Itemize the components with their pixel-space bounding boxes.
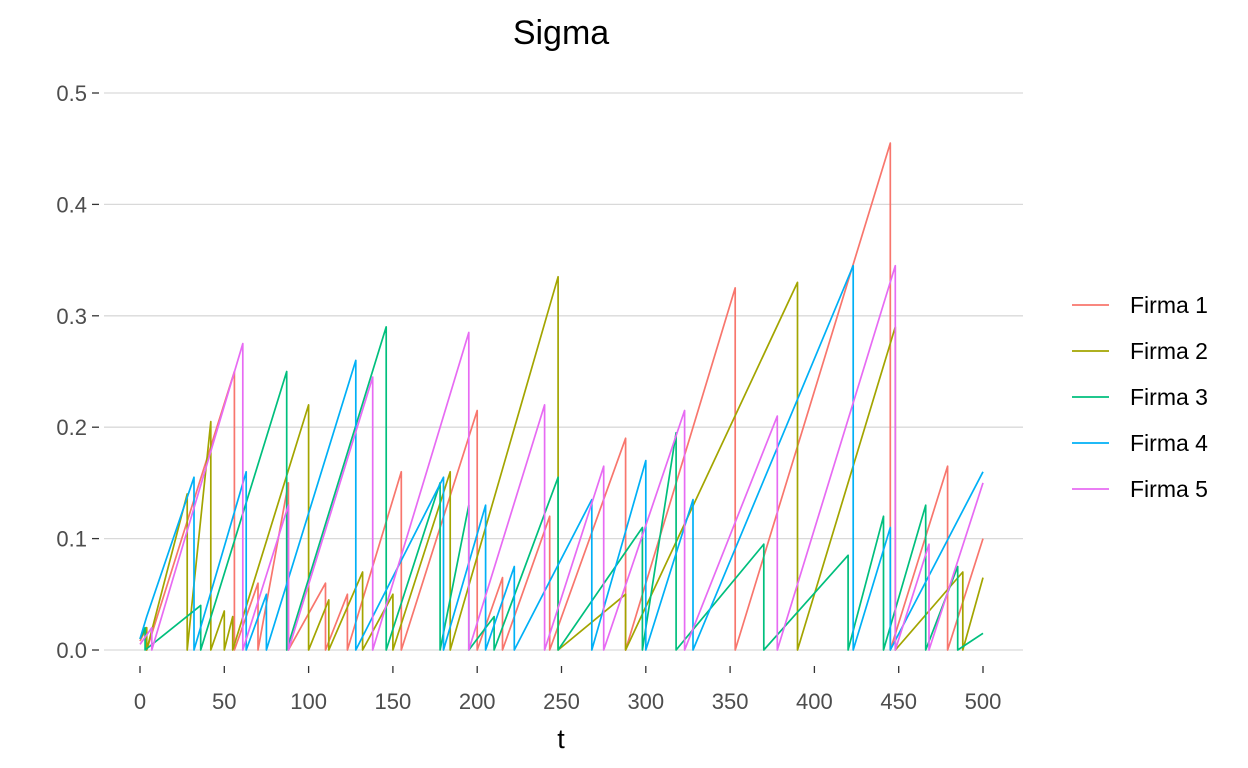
legend-label: Firma 3 (1130, 384, 1208, 410)
legend-item-firma-1: Firma 1 (1072, 292, 1208, 318)
legend-item-firma-4: Firma 4 (1072, 430, 1208, 456)
x-axis-title: t (557, 724, 565, 754)
series-line-firma-2 (139, 275, 984, 651)
y-tick-label: 0.0 (56, 638, 87, 663)
gridlines (104, 92, 1023, 651)
legend: Firma 1 Firma 2 Firma 3 Firma 4 Firma 5 (1072, 292, 1208, 502)
x-tick-label: 450 (880, 689, 917, 714)
y-tick-label: 0.1 (56, 527, 87, 552)
legend-label: Firma 1 (1130, 292, 1208, 318)
x-tick-label: 150 (375, 689, 412, 714)
x-tick-label: 250 (543, 689, 580, 714)
legend-label: Firma 5 (1130, 476, 1208, 502)
plot-area (139, 142, 984, 651)
x-tick-label: 350 (712, 689, 749, 714)
y-axis: 0.0 0.1 0.2 0.3 0.4 0.5 (56, 81, 99, 663)
x-tick-label: 500 (965, 689, 1002, 714)
series-line-firma-4 (139, 264, 984, 651)
x-axis: 0 50 100 150 200 250 300 350 400 450 500 (134, 666, 1001, 714)
y-tick-label: 0.4 (56, 192, 87, 217)
legend-item-firma-2: Firma 2 (1072, 338, 1208, 364)
x-tick-label: 200 (459, 689, 496, 714)
x-tick-label: 0 (134, 689, 146, 714)
legend-label: Firma 4 (1130, 430, 1208, 456)
legend-item-firma-3: Firma 3 (1072, 384, 1208, 410)
x-tick-label: 300 (627, 689, 664, 714)
x-tick-label: 50 (212, 689, 236, 714)
x-tick-label: 100 (290, 689, 327, 714)
chart-title: Sigma (513, 14, 609, 52)
series-line-firma-5 (139, 264, 984, 651)
legend-label: Firma 2 (1130, 338, 1208, 364)
x-tick-label: 400 (796, 689, 833, 714)
y-tick-label: 0.3 (56, 304, 87, 329)
y-tick-label: 0.2 (56, 415, 87, 440)
y-tick-label: 0.5 (56, 81, 87, 106)
legend-item-firma-5: Firma 5 (1072, 476, 1208, 502)
